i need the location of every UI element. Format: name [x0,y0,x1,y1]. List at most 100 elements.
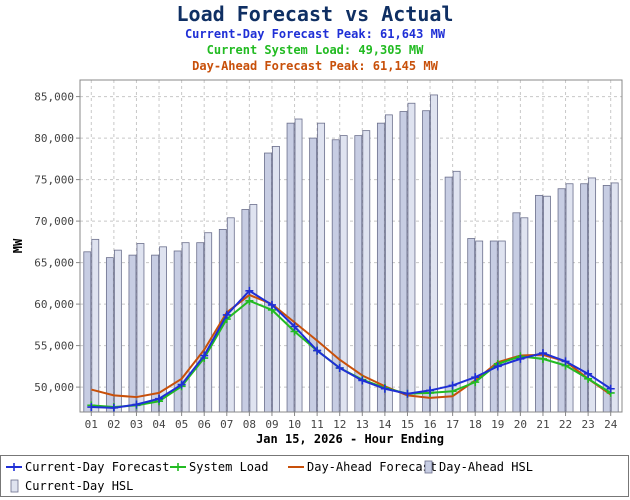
y-tick-label: 55,000 [34,340,74,353]
bar-day-ahead-hsl [241,209,250,413]
point-current-day-forecast [471,373,480,382]
bar-current-day-hsl [204,232,213,413]
bar-day-ahead-hsl [376,122,385,413]
bar-day-ahead-hsl [512,212,521,413]
point-current-day-forecast [200,351,209,360]
legend-label: System Load [189,460,269,474]
point-current-day-forecast [245,286,254,295]
x-tick-label: 03 [130,418,143,431]
point-current-day-forecast [132,400,141,409]
legend-line-marker-icon [6,463,22,471]
x-tick-label: 17 [446,418,459,431]
y-tick-label: 70,000 [34,215,74,228]
x-tick-label: 10 [288,418,301,431]
point-current-day-forecast [448,381,457,390]
bar-day-ahead-hsl [489,240,498,413]
bar-day-ahead-hsl [399,111,408,413]
point-current-day-forecast [493,362,502,371]
x-tick-label: 06 [198,418,211,431]
point-current-day-forecast [426,386,435,395]
bar-current-day-hsl [520,217,529,413]
point-current-day-forecast [109,403,118,412]
legend-label: Day-Ahead Forecast [307,460,438,474]
point-current-day-forecast [403,389,412,398]
bar-current-day-hsl [91,238,100,413]
x-tick-label: 12 [333,418,346,431]
x-tick-label: 04 [152,418,166,431]
system-load-text: Current System Load: 49,305 MW [206,43,424,57]
bar-day-ahead-hsl [128,254,137,413]
bar-day-ahead-hsl [105,257,114,413]
bar-day-ahead-hsl [557,188,566,413]
bar-day-ahead-hsl [535,194,543,413]
x-tick-label: 20 [514,418,527,431]
x-tick-label: 15 [401,418,414,431]
point-current-day-forecast [606,384,615,393]
series-day-ahead-forecast [91,293,612,399]
x-axis-label: Jan 15, 2026 - Hour Ending [256,432,444,446]
x-tick-label: 13 [356,418,369,431]
x-tick-label: 02 [107,418,120,431]
legend-label: Day-Ahead HSL [439,460,533,474]
x-tick-label: 08 [243,418,256,431]
point-current-day-forecast [335,364,344,373]
x-tick-label: 16 [423,418,436,431]
bar-current-day-hsl [452,170,461,413]
point-current-day-forecast [87,403,96,412]
bar-current-day-hsl [249,204,258,413]
bar-day-ahead-hsl [83,251,92,413]
legend-bar-icon [424,460,433,474]
bar-current-day-hsl [497,240,506,413]
bar-day-ahead-hsl [286,122,295,413]
series-current-day-forecast [91,289,612,409]
x-tick-label: 18 [469,418,482,431]
bar-current-day-hsl [113,249,122,413]
bar-day-ahead-hsl [444,176,453,413]
y-tick-label: 75,000 [34,174,74,187]
bar-current-day-hsl [384,114,393,413]
point-current-day-forecast [313,346,322,355]
current-day-peak-text: Current-Day Forecast Peak: 61,643 MW [184,27,446,41]
point-current-day-forecast [267,300,276,309]
point-current-day-forecast [290,322,299,331]
bar-current-day-hsl [543,195,551,413]
x-tick-label: 19 [491,418,504,431]
bar-day-ahead-hsl [422,110,430,413]
bar-current-day-hsl [294,118,303,413]
x-tick-label: 09 [265,418,278,431]
bar-current-day-hsl [317,122,326,413]
x-tick-label: 24 [604,418,618,431]
point-current-day-forecast [222,310,231,319]
plot-frame [79,79,623,413]
legend-label: Current-Day HSL [25,479,134,493]
bar-current-day-hsl [610,182,619,413]
y-axis-label: MW [11,238,25,253]
bar-current-day-hsl [430,94,438,413]
point-current-day-forecast [561,357,570,366]
chart-header: Load Forecast vs Actual Current-Day Fore… [0,0,630,74]
bar-current-day-hsl [407,102,416,413]
legend-label: Current-Day Forecast [25,460,170,474]
bar-current-day-hsl [362,130,371,413]
x-tick-label: 23 [582,418,595,431]
point-current-day-forecast [538,349,547,358]
bar-current-day-hsl [136,243,145,413]
point-current-day-forecast [358,376,367,385]
x-tick-label: 11 [311,418,324,431]
legend-line-icon [288,466,304,468]
bar-current-day-hsl [159,246,167,413]
bar-current-day-hsl [475,240,484,413]
bar-day-ahead-hsl [264,152,272,413]
chart-legend: Current-Day Forecast System Load Day-Ahead… [0,455,629,497]
legend-line-marker-icon [170,463,186,471]
point-current-day-forecast [177,380,186,389]
x-tick-label: 21 [536,418,549,431]
x-tick-label: 22 [559,418,572,431]
bar-day-ahead-hsl [331,139,340,413]
point-current-day-forecast [155,394,164,403]
point-system-load [245,296,254,305]
x-tick-label: 01 [85,418,98,431]
bar-current-day-hsl [272,145,280,413]
day-ahead-peak-text: Day-Ahead Forecast Peak: 61,145 MW [192,59,438,73]
point-current-day-forecast [584,369,593,378]
